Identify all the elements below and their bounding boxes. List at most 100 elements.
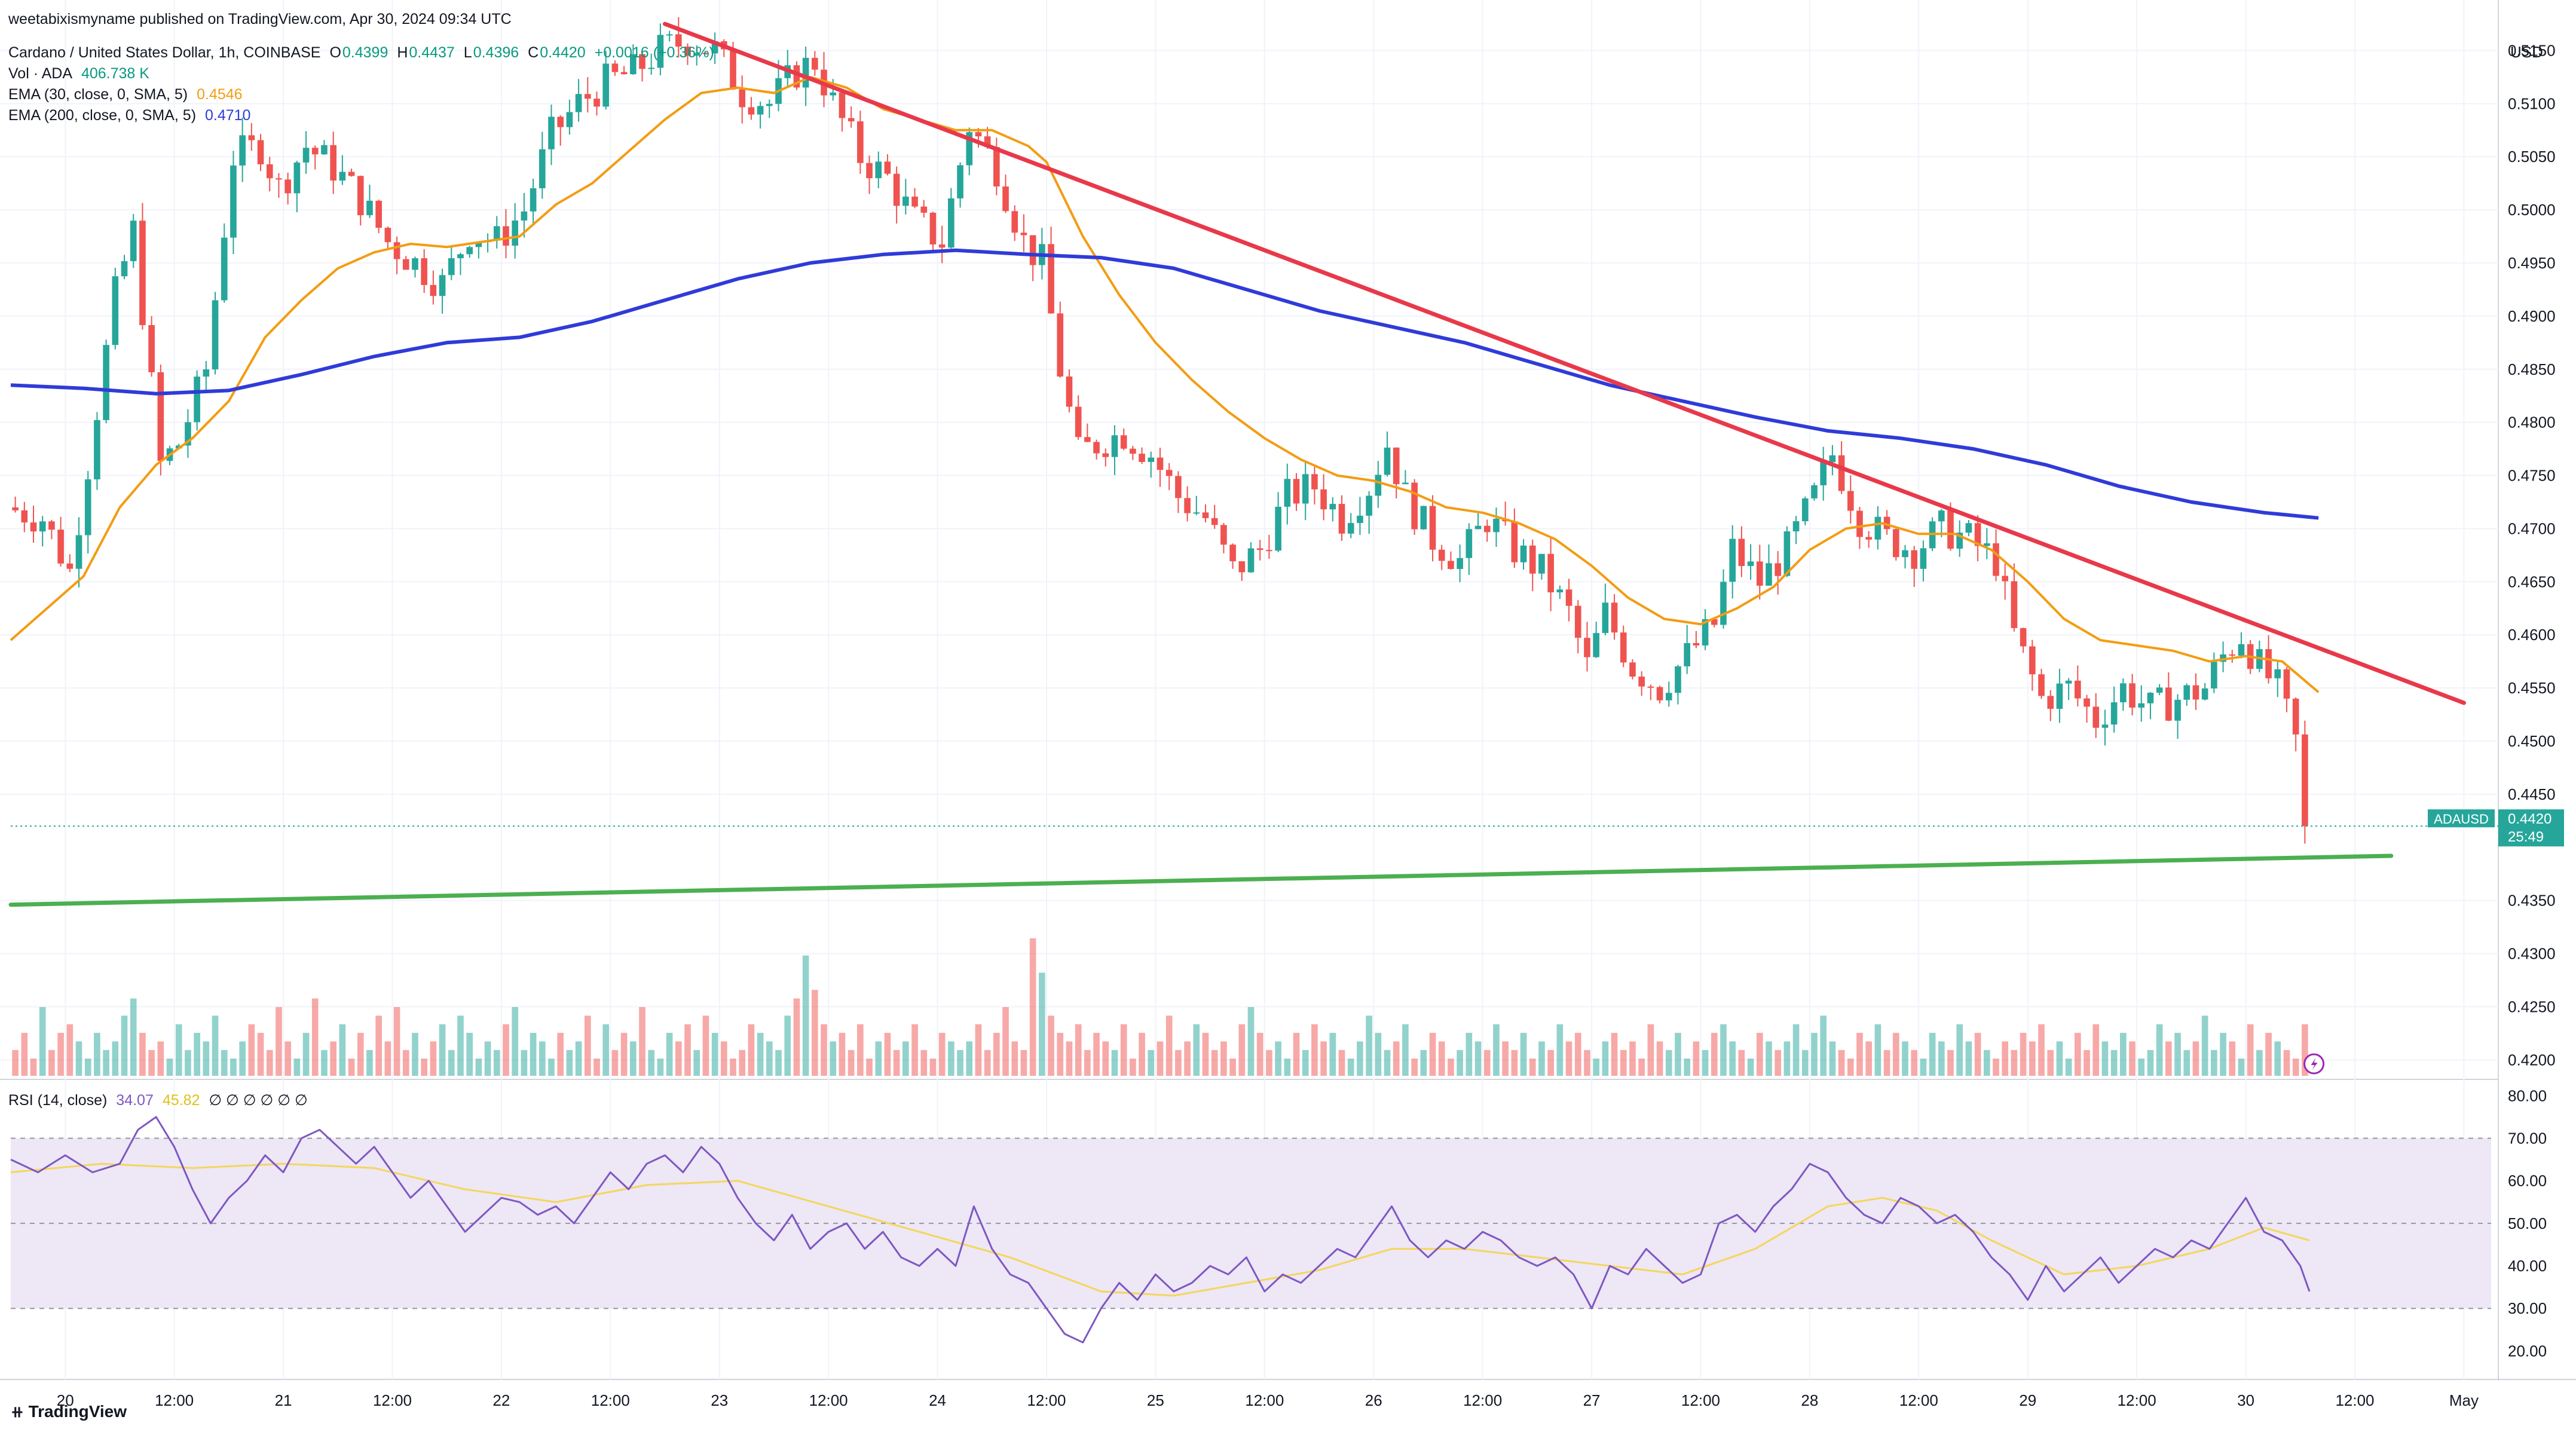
- candle-body: [330, 145, 336, 181]
- volume-bar: [1075, 1024, 1082, 1076]
- volume-bar: [448, 1049, 455, 1076]
- legend-ema30[interactable]: EMA (30, close, 0, SMA, 5) 0.4546: [8, 86, 247, 103]
- candle-body: [575, 94, 582, 112]
- ema30-label: EMA (30, close, 0, SMA, 5): [8, 86, 188, 103]
- lightning-bolt-icon: [2311, 1058, 2318, 1070]
- high-value: 0.4437: [409, 44, 455, 61]
- price-tick-label: 0.4300: [2508, 945, 2556, 963]
- candle-body: [1902, 550, 1908, 558]
- time-tick-label: 12:00: [2118, 1391, 2156, 1409]
- legend-rsi[interactable]: RSI (14, close) 34.07 45.82 ∅ ∅ ∅ ∅ ∅ ∅: [8, 1091, 313, 1109]
- volume-bar: [203, 1041, 210, 1076]
- candle-body: [1847, 491, 1854, 511]
- candle-body: [1111, 435, 1118, 457]
- candle-body: [230, 165, 237, 238]
- candle-body: [1284, 479, 1291, 507]
- candle-body: [293, 162, 301, 194]
- candle-body: [1457, 558, 1463, 569]
- candle-body: [548, 117, 555, 149]
- candle-body: [639, 54, 645, 69]
- candle-body: [1829, 455, 1836, 463]
- candle-body: [2165, 687, 2172, 721]
- volume-bar: [1993, 1058, 1999, 1076]
- candle-body: [466, 247, 473, 255]
- candle-body: [2101, 724, 2109, 728]
- volume-bar: [2302, 1024, 2308, 1076]
- volume-bar: [1057, 1033, 1064, 1076]
- candle-body: [1947, 510, 1954, 549]
- legend-volume[interactable]: Vol · ADA 406.738 K: [8, 65, 154, 82]
- candle-body: [1938, 510, 1945, 522]
- volume-bar: [1238, 1024, 1246, 1076]
- volume-bar: [1965, 1041, 1972, 1076]
- candle-body: [1493, 518, 1500, 533]
- volume-bar: [84, 1058, 91, 1076]
- close-label: C: [528, 44, 539, 61]
- time-tick-label: 12:00: [1027, 1391, 1066, 1409]
- volume-bar: [1420, 1049, 1427, 1076]
- tradingview-logo-icon: ⧺: [11, 1403, 24, 1421]
- volume-bar: [1220, 1041, 1227, 1076]
- volume-bar: [830, 1041, 837, 1076]
- candle-body: [1511, 521, 1518, 562]
- candle-body: [1375, 475, 1382, 496]
- candle-body: [1338, 504, 1345, 534]
- volume-bar: [1266, 1049, 1272, 1076]
- volume-bar: [75, 1041, 82, 1076]
- volume-bar: [48, 1049, 55, 1076]
- time-tick-label: May: [2449, 1391, 2479, 1409]
- legend-ema200[interactable]: EMA (200, close, 0, SMA, 5) 0.4710: [8, 107, 255, 124]
- rsi-tick-label: 70.00: [2508, 1130, 2547, 1148]
- candle-body: [984, 136, 991, 147]
- close-value: 0.4420: [540, 44, 586, 61]
- rsi-value: 34.07: [116, 1092, 154, 1109]
- candle-body: [629, 54, 637, 75]
- volume-bar: [648, 1049, 655, 1076]
- candle-body: [1874, 516, 1881, 540]
- legend-symbol[interactable]: Cardano / United States Dollar, 1h, COIN…: [8, 44, 719, 62]
- rsi-label: RSI (14, close): [8, 1092, 108, 1109]
- volume-bar: [430, 1041, 437, 1076]
- candle-body: [194, 377, 200, 423]
- volume-bar: [2147, 1049, 2154, 1076]
- candle-body: [112, 276, 119, 345]
- candle-body: [257, 140, 264, 164]
- volume-bar: [30, 1058, 37, 1076]
- volume-bar: [1565, 1041, 1572, 1076]
- volume-bar: [439, 1024, 446, 1076]
- candle-body: [884, 161, 891, 174]
- candle-body: [1357, 515, 1363, 524]
- candle-body: [430, 284, 437, 296]
- volume-bar: [348, 1058, 355, 1076]
- candle-body: [1911, 550, 1918, 569]
- volume-bar: [311, 998, 319, 1076]
- tradingview-logo[interactable]: ⧺ TradingView: [11, 1402, 127, 1421]
- candle-body: [2147, 693, 2154, 703]
- candle-body: [929, 212, 937, 244]
- volume-bar: [1756, 1033, 1763, 1076]
- candle-body: [1965, 523, 1972, 533]
- candle-body: [212, 300, 219, 370]
- ema200-line: [10, 248, 2319, 520]
- candle-body: [611, 63, 619, 72]
- candle-body: [2292, 698, 2299, 735]
- volume-bar: [2138, 1058, 2145, 1076]
- volume-bar: [1920, 1058, 1927, 1076]
- volume-bar: [1792, 1024, 1800, 1076]
- volume-bar: [1411, 1058, 1418, 1076]
- volume-bar: [2020, 1033, 2027, 1076]
- volume-bar: [575, 1041, 582, 1076]
- volume-bar: [475, 1058, 482, 1076]
- volume-bar: [1820, 1015, 1827, 1076]
- volume-bar: [1602, 1041, 1609, 1076]
- volume-bar: [302, 1033, 310, 1076]
- price-tick-label: 0.4450: [2508, 785, 2556, 803]
- volume-bar: [2220, 1033, 2226, 1076]
- candle-body: [1102, 453, 1109, 457]
- candle-body: [1175, 476, 1182, 498]
- candle-body: [766, 103, 773, 106]
- candle-body: [302, 148, 310, 163]
- volume-bar: [2283, 1049, 2290, 1076]
- volume-bar: [2129, 1041, 2136, 1076]
